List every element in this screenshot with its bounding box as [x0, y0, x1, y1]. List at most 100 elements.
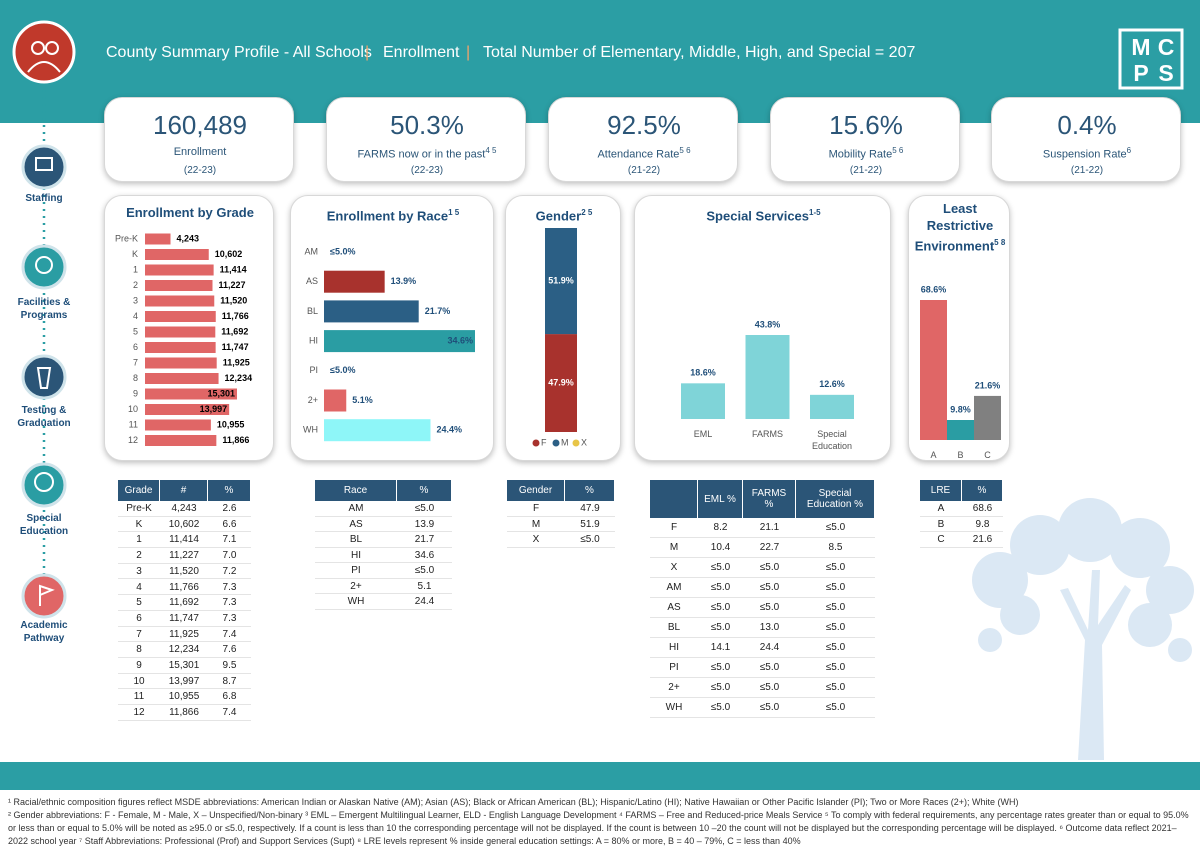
category-label: Pre-K [115, 233, 138, 243]
table-cell: 11,692 [160, 595, 208, 611]
table-cell: AM [650, 578, 698, 598]
bar [145, 233, 171, 245]
value-label: 13,997 [200, 404, 228, 414]
value-label: 11,414 [220, 264, 247, 274]
separator: | [466, 44, 471, 61]
nav-label[interactable]: Staffing [25, 193, 63, 204]
kpi-card: 92.5% Attendance Rate5 6 (21-22) [548, 97, 738, 182]
table-cell: ≤5.0 [698, 578, 743, 598]
category-label: AM [305, 246, 319, 256]
table-cell: ≤5.0 [397, 501, 452, 517]
bar [145, 435, 217, 446]
nav-icon[interactable] [21, 144, 67, 190]
category-label: 8 [133, 373, 138, 383]
table-cell: 10,955 [160, 689, 208, 706]
table-cell: 24.4 [397, 594, 452, 610]
table-cell: 7 [118, 627, 160, 643]
header-total: Total Number of Elementary, Middle, High… [483, 44, 916, 61]
table-cell: 2.6 [208, 501, 251, 517]
header-title: County Summary Profile - All Schools [106, 44, 372, 61]
kpi-label: Mobility Rate5 6 [771, 146, 961, 161]
logo-letter: S [1158, 60, 1174, 86]
value-label: 10,602 [215, 249, 243, 259]
nav-icon[interactable] [21, 244, 67, 290]
value-label: 51.9% [548, 275, 574, 285]
nav-label[interactable]: Testing & Graduation [17, 405, 71, 429]
table-cell: 7.4 [208, 705, 251, 721]
category-label: 6 [133, 342, 138, 352]
table-header: Grade [118, 480, 160, 501]
table-cell: ≤5.0 [796, 638, 875, 658]
bar [947, 420, 974, 440]
bar [324, 419, 431, 442]
bar [145, 404, 230, 415]
kpi-label: Enrollment [105, 146, 295, 158]
category-label: 2 [133, 280, 138, 290]
table-header: Race [315, 480, 397, 501]
bar [810, 394, 854, 419]
kpi-value: 160,489 [153, 110, 247, 140]
table-cell: 47.9 [565, 501, 615, 517]
nav-icon-glyph [35, 256, 53, 274]
bar [324, 270, 385, 293]
table-header: FARMS % [743, 480, 796, 518]
value-label: 11,692 [221, 326, 248, 336]
table-cell: 2 [118, 548, 160, 564]
table-cell: 14.1 [698, 638, 743, 658]
chart-title-text: Enrollment by Grade [126, 205, 254, 220]
category-label: EML [693, 429, 713, 439]
nav-label[interactable]: Special Education [19, 513, 69, 537]
logo-box [1118, 28, 1184, 90]
table-cell: 7.4 [208, 627, 251, 643]
table-cell: WH [650, 698, 698, 718]
category-label: AS [306, 276, 318, 286]
table-cell: 1 [118, 532, 160, 549]
table-cell: 8 [118, 642, 160, 658]
table-cell: 4,243 [160, 501, 208, 517]
footnote-ref: 5 6 [679, 146, 691, 155]
category-label: Special Education [811, 429, 853, 451]
bar [145, 249, 209, 260]
separator: | [365, 44, 370, 61]
bar [681, 383, 725, 419]
table-cell: ≤5.0 [743, 678, 796, 698]
value-label: ≤5.0% [330, 365, 355, 375]
table-cell: 21.7 [397, 532, 452, 548]
nav-icon-glyph [39, 584, 55, 606]
kpi-label-text: Attendance Rate [597, 148, 680, 161]
table-cell: 7.3 [208, 611, 251, 627]
table-cell: 11 [118, 689, 160, 706]
nav-icon[interactable] [21, 462, 67, 508]
table-cell: X [507, 532, 565, 548]
category-label: 4 [133, 311, 138, 321]
footnote-ref: 5 6 [892, 146, 904, 155]
table-cell: 13,997 [160, 674, 208, 690]
footnote-ref: 2 5 [581, 208, 593, 217]
bar [324, 300, 419, 323]
logo-icon [31, 41, 45, 55]
kpi-label: Suspension Rate6 [992, 146, 1182, 161]
kpi-card: 50.3% FARMS now or in the past4 5 (22-23) [326, 97, 526, 182]
table-cell: 21.6 [962, 532, 1003, 548]
nav-label[interactable]: Facilities & Programs [17, 297, 71, 321]
value-label: 4,243 [177, 233, 200, 243]
footnote-ref: 1-5 [809, 208, 821, 217]
kpi-period: (21-22) [1070, 165, 1104, 176]
table-cell: 7.1 [208, 532, 251, 549]
kpi-card: 0.4% Suspension Rate6 (21-22) [991, 97, 1181, 182]
logo-circle [12, 20, 76, 84]
category-label: B [957, 450, 964, 460]
table-cell: ≤5.0 [698, 658, 743, 678]
nav-icon[interactable] [21, 354, 67, 400]
value-label: 43.8% [755, 319, 781, 329]
value-label: 11,227 [219, 280, 246, 290]
table-header: # [160, 480, 208, 501]
nav-label[interactable]: Academic Pathway [20, 620, 68, 644]
kpi-value: 50.3% [390, 110, 464, 140]
logo-letter: C [1157, 34, 1175, 60]
chart-title: Special Services1-5 [637, 204, 890, 224]
bar [324, 389, 347, 412]
footnote-ref: 6 [1126, 146, 1132, 155]
value-label: 11,925 [223, 357, 250, 367]
nav-icon[interactable] [21, 573, 67, 619]
